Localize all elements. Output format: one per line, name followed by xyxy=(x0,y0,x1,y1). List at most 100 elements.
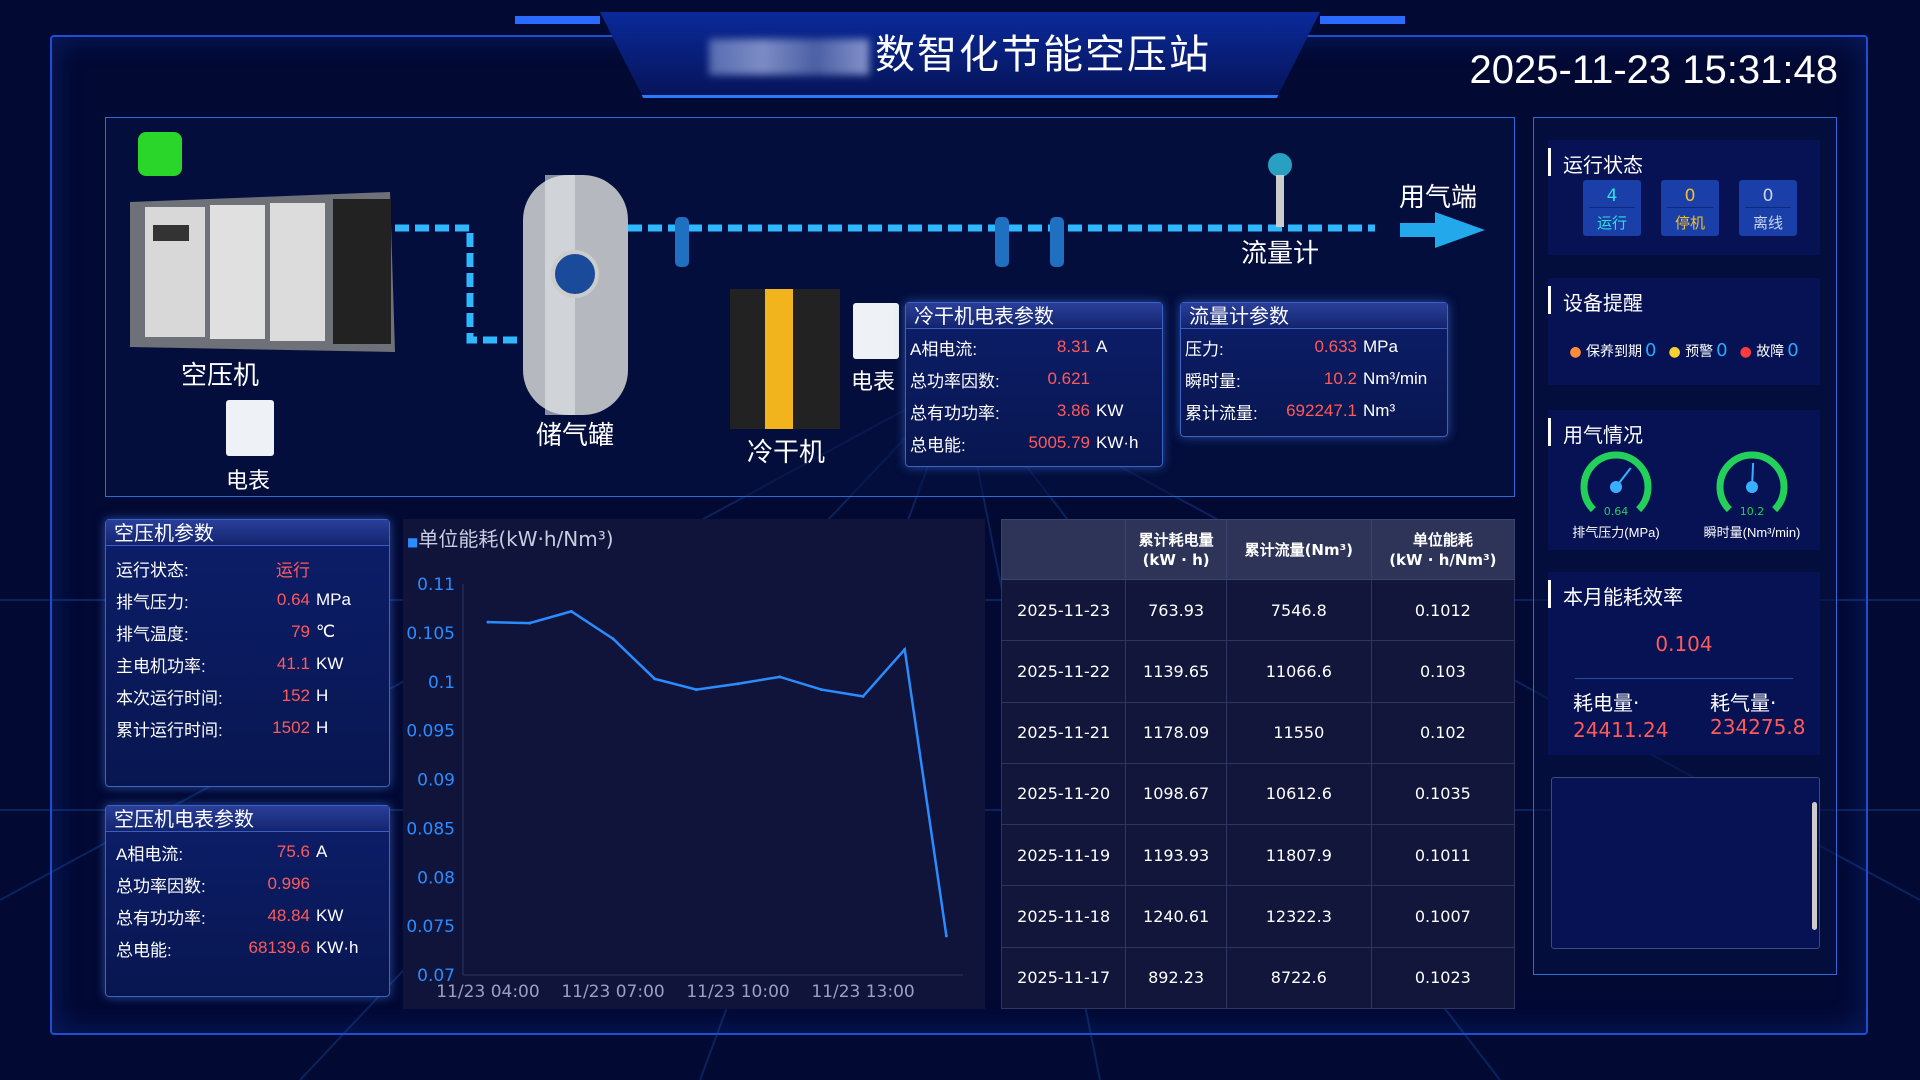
table-cell: 1139.65 xyxy=(1125,640,1227,703)
data-point xyxy=(486,620,490,624)
param-label: 运行状态: xyxy=(116,560,189,580)
param-row: 压力: 0.633 MPa xyxy=(1185,331,1443,363)
y-tick-label: 0.105 xyxy=(406,624,455,644)
param-unit: A xyxy=(316,842,328,861)
param-unit: KW xyxy=(316,906,344,925)
status-1[interactable]: 0 停机 xyxy=(1661,180,1719,236)
param-unit: KW xyxy=(1096,401,1124,420)
table-cell: 0.1007 xyxy=(1370,885,1516,948)
legend-marker-icon: ■ xyxy=(407,535,419,549)
alert-count: 0 xyxy=(1716,340,1728,361)
panel-title: 空压机电表参数 xyxy=(106,806,389,832)
datetime: 2025-11-23 15:31:48 xyxy=(1469,48,1838,92)
table-cell: 2025-11-21 xyxy=(1000,701,1127,764)
param-row: 本次运行时间: 152 H xyxy=(116,680,379,712)
status-count: 4 xyxy=(1589,180,1635,208)
data-point xyxy=(653,677,657,681)
table-cell: 2025-11-23 xyxy=(1000,578,1127,642)
dot-icon: ● xyxy=(1668,344,1686,360)
param-value: 41.1 xyxy=(276,654,310,673)
param-label: 瞬时量: xyxy=(1185,371,1241,391)
table-cell: 0.1023 xyxy=(1370,946,1516,1010)
table-cell: 8722.6 xyxy=(1225,946,1372,1010)
storage-tank-icon xyxy=(523,175,628,415)
series-line xyxy=(487,610,948,937)
data-point xyxy=(819,688,823,692)
param-row: 累计运行时间: 1502 H xyxy=(116,712,379,744)
y-tick-label: 0.11 xyxy=(417,575,455,595)
gauge-dial-icon xyxy=(1580,451,1652,513)
param-label: 压力: xyxy=(1185,339,1224,359)
param-unit: KW xyxy=(316,654,344,673)
meter-label: 电表 xyxy=(225,469,271,494)
power-value: 24411.24 xyxy=(1573,718,1669,742)
power-label: 耗电量· xyxy=(1573,691,1640,715)
param-value: 8.31 xyxy=(1056,337,1090,356)
table-cell: 1178.09 xyxy=(1125,701,1227,764)
param-label: 总电能: xyxy=(116,940,172,960)
param-row: 排气压力: 0.64 MPa xyxy=(116,584,379,616)
param-value: 48.84 xyxy=(267,906,310,925)
card-title: 设备提醒 xyxy=(1548,286,1820,314)
param-unit: ℃ xyxy=(316,622,336,641)
param-unit: MPa xyxy=(1363,337,1398,356)
param-row: 排气温度: 79 ℃ xyxy=(116,616,379,648)
process-svg xyxy=(130,132,1485,456)
param-unit: MPa xyxy=(316,590,351,609)
data-point xyxy=(611,637,615,641)
param-label: 总功率因数: xyxy=(910,371,1000,391)
alert-label: 预警 xyxy=(1685,344,1714,360)
y-tick-label: 0.085 xyxy=(406,819,455,839)
param-row: A相电流: 75.6 A xyxy=(116,836,379,868)
card-title: 运行状态 xyxy=(1548,148,1820,176)
x-tick-label: 11/23 10:00 xyxy=(686,982,789,1002)
table-cell: 2025-11-18 xyxy=(1000,885,1127,948)
param-label: 总电能: xyxy=(910,435,966,455)
param-value: 75.6 xyxy=(276,842,310,861)
gauge-value: 0.64 xyxy=(1603,505,1629,518)
param-row: 总有功功率: 3.86 KW xyxy=(910,395,1158,427)
param-label: 排气压力: xyxy=(116,592,189,612)
card-title: 本月能耗效率 xyxy=(1548,580,1820,608)
alert-item[interactable]: ● 预警 0 xyxy=(1668,340,1727,361)
y-tick-label: 0.08 xyxy=(417,868,455,888)
alert-item[interactable]: ● 保养到期 0 xyxy=(1569,340,1656,361)
chart-legend: ■单位能耗(kW·h/Nm³) xyxy=(407,523,614,552)
param-row: 总有功功率: 48.84 KW xyxy=(116,900,379,932)
scrollbar[interactable] xyxy=(1812,802,1817,930)
redacted-logo xyxy=(709,39,869,75)
chart-svg: 0.07 0.075 0.08 0.085 0.09 0.095 0.1 0.105 0.11 1… xyxy=(406,575,963,1002)
table-cell: 0.1035 xyxy=(1370,762,1516,826)
param-value: 1502 xyxy=(272,718,310,737)
status-label: 运行 xyxy=(1596,214,1627,232)
gauge-label: 排气压力(MPa) xyxy=(1572,525,1660,540)
table-cell: 2025-11-20 xyxy=(1000,762,1127,826)
gauge-dial-icon xyxy=(1716,451,1788,513)
column-header: 累计耗电量 (kW · h) xyxy=(1125,519,1227,580)
param-value: 0.633 xyxy=(1314,337,1357,356)
flowmeter-icon xyxy=(1268,153,1292,227)
status-count: 0 xyxy=(1667,180,1713,208)
efficiency-card: 本月能耗效率 0.104 耗电量· 24411.24 耗气量· 234275.8 xyxy=(1548,572,1820,755)
status-2[interactable]: 0 离线 xyxy=(1739,180,1797,236)
dryer-meter-label: 电表 xyxy=(850,370,896,395)
param-unit: KW·h xyxy=(316,938,359,957)
param-value: 5005.79 xyxy=(1028,433,1090,452)
param-row: 瞬时量: 10.2 Nm³/min xyxy=(1185,363,1443,395)
param-label: 排气温度: xyxy=(116,624,189,644)
empty-list-box xyxy=(1551,777,1820,949)
divider xyxy=(1575,678,1793,679)
compressor-meter-panel: 空压机电表参数 A相电流: 75.6 A 总功率因数: 0.996 总有功功率: 48.84… xyxy=(105,805,390,997)
tank-label: 储气罐 xyxy=(535,421,615,451)
status-count: 0 xyxy=(1745,180,1791,208)
alert-item[interactable]: ● 故障 0 xyxy=(1740,340,1799,361)
x-tick-label: 11/23 07:00 xyxy=(561,982,664,1002)
status-0[interactable]: 4 运行 xyxy=(1583,180,1641,236)
param-row: 总电能: 68139.6 KW·h xyxy=(116,932,379,964)
energy-chart: ■单位能耗(kW·h/Nm³) 0.07 0.075 0.08 0.085 0.09 0.… xyxy=(403,519,985,1009)
data-point xyxy=(861,694,865,698)
table-cell: 10612.6 xyxy=(1225,762,1372,826)
daily-energy-table: 累计耗电量 (kW · h) 累计流量(Nm³) 单位能耗 (kW · h/Nm³)… xyxy=(1000,519,1516,1010)
panel-title: 空压机参数 xyxy=(106,520,389,546)
air-label: 耗气量· xyxy=(1710,691,1777,715)
